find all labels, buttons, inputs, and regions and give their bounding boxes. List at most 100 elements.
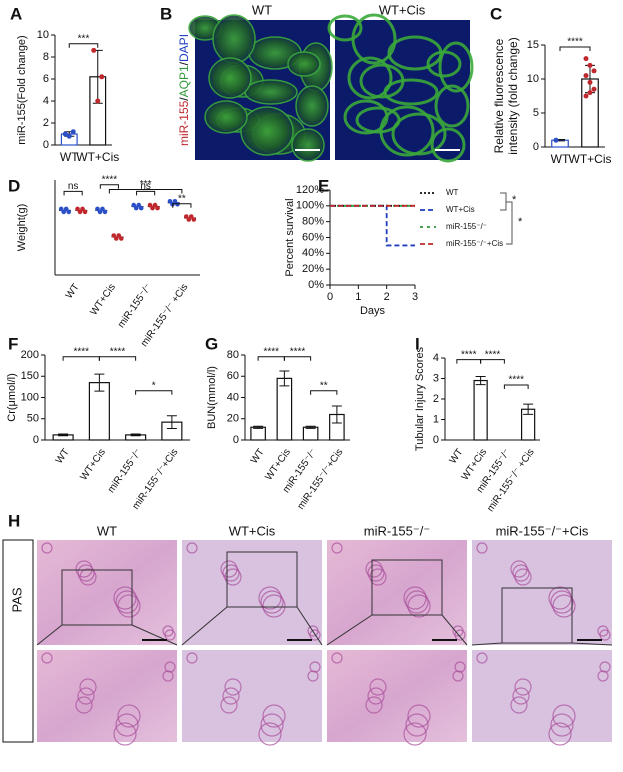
error-bar bbox=[475, 375, 486, 386]
tissue bbox=[75, 560, 93, 578]
x-tick-label: WT+Cis bbox=[78, 447, 108, 483]
legend-label: WT+Cis bbox=[446, 205, 475, 214]
tissue bbox=[258, 586, 282, 610]
significance: * bbox=[518, 216, 523, 228]
data-point bbox=[191, 217, 197, 222]
tissue bbox=[405, 713, 429, 737]
bracket bbox=[98, 356, 137, 361]
stain-part: / bbox=[177, 61, 191, 65]
tissue bbox=[597, 625, 609, 637]
data-point bbox=[70, 129, 76, 135]
panel-label: D bbox=[8, 176, 20, 195]
x-tick-label: 3 bbox=[412, 291, 418, 303]
zoom-line bbox=[36, 624, 178, 646]
data-point bbox=[118, 236, 124, 241]
data-point bbox=[102, 209, 108, 215]
y-tick-label: 15 bbox=[527, 39, 539, 51]
tissue bbox=[355, 106, 401, 134]
tissue bbox=[113, 722, 137, 746]
zoom-box bbox=[501, 587, 573, 644]
data-point bbox=[155, 205, 160, 211]
zoom-box bbox=[61, 569, 133, 626]
tissue bbox=[510, 696, 528, 714]
y-tick-label: 80 bbox=[227, 349, 239, 361]
significance: ns bbox=[68, 181, 79, 192]
column-title: miR-155⁻/⁻ bbox=[364, 523, 430, 538]
panel-label: C bbox=[490, 4, 502, 23]
tissue bbox=[548, 722, 572, 746]
bracket bbox=[500, 192, 507, 211]
bracket bbox=[480, 359, 505, 364]
y-axis-label: BUN(mmol/l) bbox=[206, 366, 218, 429]
significance: **** bbox=[110, 346, 126, 357]
bracket bbox=[503, 384, 529, 390]
error-bar bbox=[279, 370, 290, 387]
y-tick-label: 4 bbox=[433, 352, 439, 364]
data-point bbox=[553, 137, 559, 143]
row-label-box bbox=[2, 539, 34, 743]
significance: **** bbox=[485, 349, 501, 360]
significance: **** bbox=[263, 346, 279, 357]
tissue bbox=[367, 564, 385, 582]
tissue bbox=[434, 84, 470, 128]
data-point bbox=[175, 202, 180, 207]
y-tick-label: 8 bbox=[43, 51, 49, 63]
significance: ** bbox=[320, 380, 328, 391]
data-point bbox=[591, 86, 597, 92]
y-axis-label: Relative fluorescence bbox=[492, 38, 506, 153]
tissue bbox=[291, 128, 325, 162]
tissue bbox=[41, 542, 53, 554]
tissue bbox=[220, 696, 238, 714]
zoom-box bbox=[371, 559, 443, 616]
column-title: miR-155⁻/⁻+Cis bbox=[496, 523, 589, 538]
tissue bbox=[186, 542, 198, 554]
tissue bbox=[597, 670, 609, 682]
tissue bbox=[438, 41, 474, 93]
zoom-box bbox=[226, 551, 298, 608]
data-point bbox=[91, 47, 97, 53]
zoom-line bbox=[326, 614, 468, 646]
x-axis-label: Days bbox=[360, 305, 386, 317]
tissue bbox=[365, 560, 383, 578]
bracket bbox=[283, 356, 312, 361]
x-tick-label: WT bbox=[60, 150, 79, 164]
panel-label: H bbox=[8, 511, 20, 530]
significance: **** bbox=[567, 37, 583, 48]
tissue bbox=[75, 696, 93, 714]
stain-part: miR-155 bbox=[177, 100, 191, 146]
y-tick-label: 60 bbox=[227, 370, 239, 382]
x-tick-label: 0 bbox=[327, 291, 333, 303]
tissue bbox=[220, 560, 238, 578]
legend-label: miR-155⁻/⁻ bbox=[446, 222, 487, 231]
column-title: WT+Cis bbox=[379, 2, 426, 17]
tissue bbox=[379, 105, 435, 157]
data-point bbox=[591, 68, 597, 74]
y-axis-label: intensity (fold change) bbox=[506, 37, 520, 154]
bar bbox=[473, 379, 488, 441]
tissue bbox=[186, 652, 198, 664]
tissue bbox=[405, 590, 429, 614]
data-point bbox=[587, 62, 593, 68]
significance: * bbox=[512, 194, 517, 206]
tissue bbox=[452, 625, 464, 637]
y-tick-label: 20 bbox=[227, 413, 239, 425]
y-tick-label: 3 bbox=[433, 372, 439, 384]
tissue bbox=[476, 542, 488, 554]
y-tick-label: 2 bbox=[43, 117, 49, 129]
bar bbox=[276, 377, 293, 441]
bracket bbox=[310, 390, 338, 395]
tissue bbox=[331, 542, 343, 554]
y-tick-label: 4 bbox=[43, 95, 49, 107]
bracket bbox=[136, 190, 156, 196]
tissue bbox=[224, 568, 242, 586]
y-tick-label: 40% bbox=[302, 247, 324, 259]
fluorescence-image bbox=[335, 20, 470, 160]
data-point bbox=[99, 74, 105, 80]
panel-label: G bbox=[205, 334, 218, 353]
tissue bbox=[307, 625, 319, 637]
survival-line bbox=[330, 204, 415, 247]
tissue bbox=[369, 568, 387, 586]
tissue bbox=[244, 79, 298, 105]
x-tick-label: 2 bbox=[384, 291, 390, 303]
tissue bbox=[403, 722, 427, 746]
